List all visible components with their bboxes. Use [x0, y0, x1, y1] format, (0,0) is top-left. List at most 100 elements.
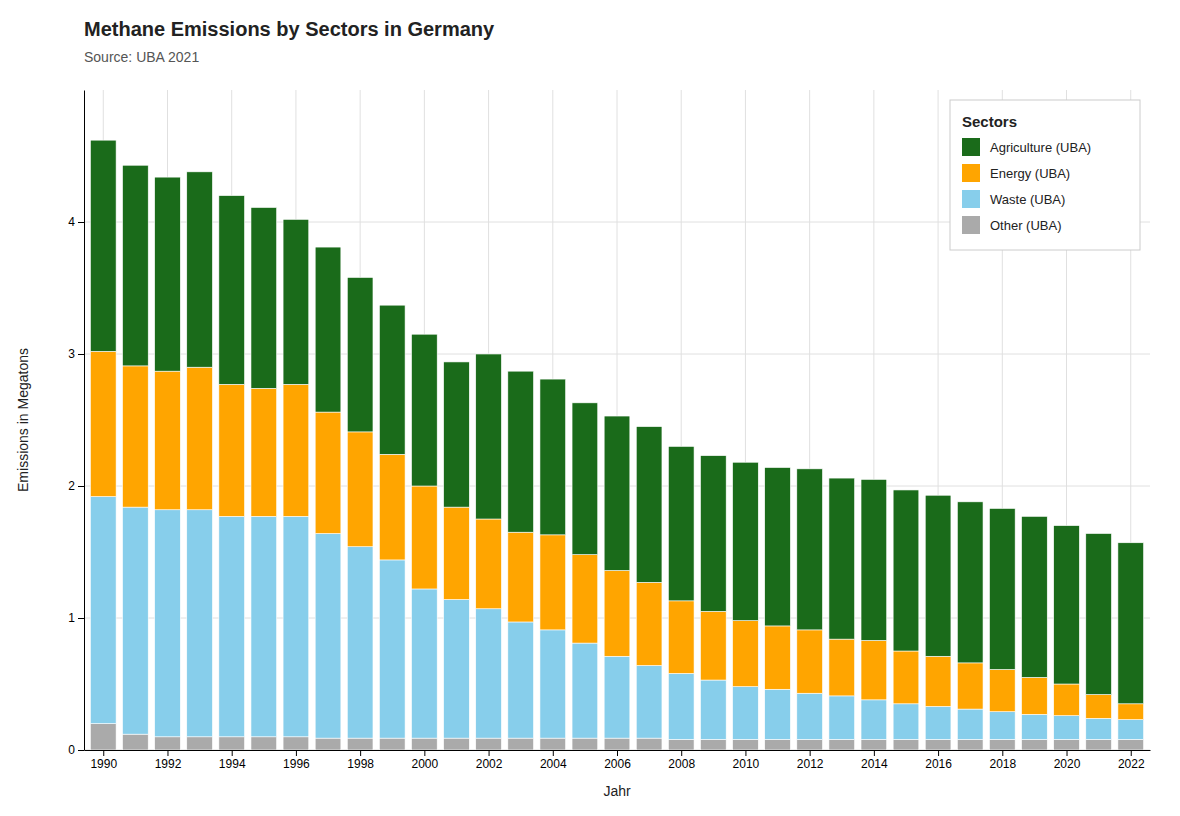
- tick: 1998: [347, 750, 374, 771]
- tick-mark: [553, 750, 554, 756]
- bar: [187, 367, 213, 510]
- bar: [893, 490, 919, 651]
- tick-mark: [360, 750, 361, 756]
- bar: [1054, 716, 1080, 740]
- legend-title: Sectors: [962, 113, 1017, 130]
- tick-mark: [78, 750, 84, 751]
- tick-label: 2018: [989, 757, 1016, 771]
- tick-mark: [424, 750, 425, 756]
- tick-mark: [745, 750, 746, 756]
- bar: [187, 172, 213, 367]
- bar: [251, 207, 277, 388]
- bar: [123, 507, 149, 734]
- legend: SectorsAgriculture (UBA)Energy (UBA)Wast…: [950, 100, 1140, 250]
- axis-line: [84, 91, 85, 751]
- bar: [508, 371, 534, 532]
- bar: [219, 196, 245, 385]
- bar: [829, 739, 855, 750]
- bar: [412, 589, 438, 738]
- tick-label: 2022: [1118, 757, 1145, 771]
- bar: [1022, 516, 1048, 677]
- bar: [861, 640, 887, 699]
- bar: [700, 739, 726, 750]
- legend-swatch: [962, 190, 980, 208]
- bar: [187, 737, 213, 750]
- bar: [155, 510, 181, 737]
- bar: [347, 738, 373, 750]
- bar: [733, 687, 759, 740]
- bar: [893, 739, 919, 750]
- chart: 1990199219941996199820002002200420062008…: [0, 0, 1180, 816]
- legend-swatch: [962, 138, 980, 156]
- bar: [925, 495, 951, 656]
- tick-label: 0: [68, 743, 75, 757]
- tick-mark: [489, 750, 490, 756]
- bar: [251, 388, 277, 516]
- bar: [123, 734, 149, 750]
- bar: [636, 582, 662, 665]
- tick-label: 2016: [925, 757, 952, 771]
- bar: [1054, 739, 1080, 750]
- bar: [476, 354, 502, 519]
- tick-label: 2020: [1054, 757, 1081, 771]
- bar: [283, 219, 309, 384]
- tick-label: 2004: [540, 757, 567, 771]
- tick: 2016: [925, 750, 952, 771]
- tick: 2018: [989, 750, 1016, 771]
- tick: 1992: [155, 750, 182, 771]
- tick: 2022: [1118, 750, 1145, 771]
- bar: [604, 738, 630, 750]
- tick-label: 1998: [347, 757, 374, 771]
- bar: [155, 737, 181, 750]
- tick-label: 2006: [604, 757, 631, 771]
- bar: [957, 502, 983, 663]
- bar: [251, 516, 277, 736]
- tick-label: 1994: [219, 757, 246, 771]
- bar: [219, 384, 245, 516]
- bar: [123, 366, 149, 507]
- bar: [508, 622, 534, 738]
- tick-label: 1996: [283, 757, 310, 771]
- tick-label: 2012: [797, 757, 824, 771]
- bar: [700, 456, 726, 612]
- bar: [893, 651, 919, 704]
- bar: [379, 454, 405, 560]
- bar: [476, 609, 502, 738]
- bar: [957, 709, 983, 739]
- grid: [84, 90, 1150, 750]
- bar: [1118, 543, 1144, 704]
- tick: 2006: [604, 750, 631, 771]
- bar: [379, 738, 405, 750]
- bar: [283, 384, 309, 516]
- bar: [1054, 526, 1080, 684]
- tick-mark: [103, 750, 104, 756]
- bar: [444, 738, 470, 750]
- bar: [1086, 718, 1112, 739]
- bar: [797, 630, 823, 693]
- bar: [1022, 677, 1048, 714]
- bar: [508, 738, 534, 750]
- bar: [861, 479, 887, 640]
- bar: [315, 534, 341, 739]
- legend-box: [950, 100, 1140, 250]
- bar: [829, 478, 855, 639]
- bar: [187, 510, 213, 737]
- y-axis-title: Emissions in Megatons: [15, 348, 31, 492]
- bar: [123, 165, 149, 366]
- bar: [1086, 695, 1112, 719]
- bar: [668, 739, 694, 750]
- tick: 0: [68, 743, 84, 757]
- legend-label: Other (UBA): [990, 218, 1062, 233]
- bar: [283, 516, 309, 736]
- bar: [893, 704, 919, 740]
- title: Methane Emissions by Sectors in Germany: [84, 18, 495, 40]
- bar: [572, 555, 598, 643]
- bar: [315, 247, 341, 412]
- bar: [219, 516, 245, 736]
- tick-mark: [938, 750, 939, 756]
- tick: 3: [68, 347, 84, 361]
- legend-label: Energy (UBA): [990, 166, 1070, 181]
- bar: [90, 140, 116, 351]
- tick: 2004: [540, 750, 567, 771]
- bar: [155, 371, 181, 510]
